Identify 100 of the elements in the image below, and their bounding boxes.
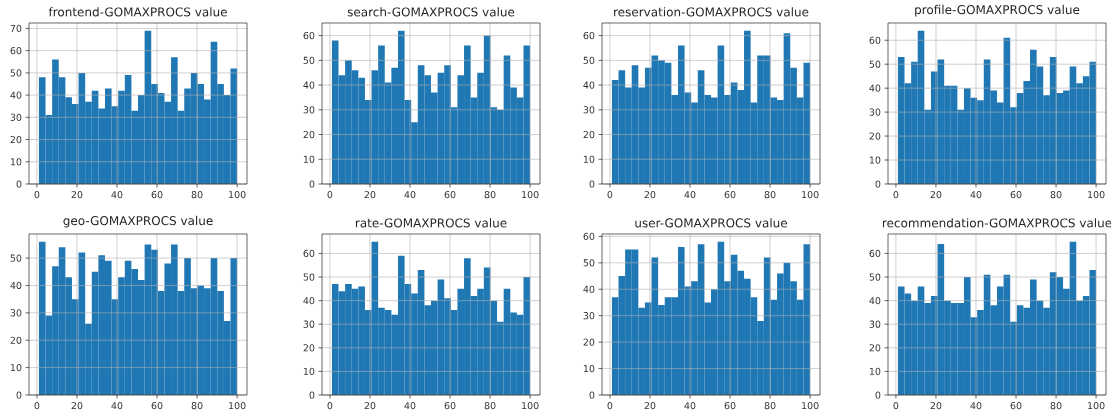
- y-tick-label: 40: [583, 285, 595, 293]
- y-tick-label: 40: [303, 297, 315, 305]
- x-tick-label: 40: [404, 402, 416, 410]
- x-tick-label: 60: [724, 402, 736, 410]
- x-tick-label: 80: [764, 191, 776, 199]
- x-tick-label: 40: [111, 191, 123, 199]
- x-tick-label: 20: [71, 191, 83, 199]
- y-tick-label: 20: [869, 344, 881, 352]
- x-tick-label: 20: [71, 402, 83, 410]
- chart-title: rate-GOMAXPROCS value: [355, 218, 507, 228]
- y-tick-label: 0: [589, 391, 595, 399]
- y-tick-label: 50: [10, 254, 22, 262]
- x-tick-label: 100: [1088, 191, 1105, 199]
- y-tick-label: 0: [16, 391, 22, 399]
- y-tick-label: 40: [583, 81, 595, 89]
- y-tick-label: 20: [10, 135, 22, 144]
- chart-title: search-GOMAXPROCS value: [347, 7, 515, 17]
- y-tick-label: 60: [869, 36, 881, 44]
- y-tick-label: 60: [583, 232, 595, 240]
- x-tick-label: 0: [327, 402, 333, 410]
- chart-title: profile-GOMAXPROCS value: [915, 4, 1080, 17]
- x-tick-label: 20: [364, 402, 376, 410]
- x-tick-label: 0: [893, 402, 899, 410]
- y-tick-label: 30: [869, 320, 881, 328]
- y-tick-label: 50: [10, 69, 22, 77]
- y-tick-label: 30: [10, 113, 22, 121]
- chart-title: frontend-GOMAXPROCS value: [48, 7, 227, 17]
- chart-title: geo-GOMAXPROCS value: [63, 215, 213, 228]
- x-tick-label: 40: [970, 402, 982, 410]
- y-tick-label: 40: [10, 91, 22, 99]
- y-tick-label: 40: [869, 297, 881, 305]
- x-tick-label: 100: [522, 402, 539, 410]
- y-tick-label: 20: [583, 130, 595, 139]
- y-tick-label: 50: [303, 273, 315, 281]
- x-tick-label: 100: [802, 402, 819, 410]
- x-tick-label: 0: [327, 191, 333, 199]
- x-tick-label: 20: [644, 402, 656, 410]
- x-tick-label: 0: [34, 191, 40, 199]
- x-tick-label: 40: [970, 191, 982, 199]
- x-tick-label: 40: [111, 402, 123, 410]
- y-tick-label: 0: [875, 180, 881, 188]
- x-tick-label: 40: [684, 402, 696, 410]
- chart-title: user-GOMAXPROCS value: [635, 218, 788, 228]
- x-tick-label: 60: [444, 402, 456, 410]
- y-tick-label: 10: [869, 156, 881, 164]
- x-tick-label: 80: [191, 402, 203, 410]
- x-tick-label: 80: [191, 191, 203, 199]
- y-tick-label: 60: [303, 249, 315, 258]
- y-tick-label: 60: [869, 249, 881, 258]
- x-tick-label: 80: [764, 402, 776, 410]
- y-tick-label: 70: [10, 24, 22, 33]
- y-tick-label: 0: [309, 391, 315, 399]
- x-tick-label: 80: [1050, 191, 1062, 199]
- y-tick-label: 10: [583, 364, 595, 373]
- x-tick-label: 80: [484, 191, 496, 199]
- y-tick-label: 10: [303, 367, 315, 375]
- y-tick-label: 50: [869, 273, 881, 281]
- x-tick-label: 0: [893, 191, 899, 199]
- x-tick-label: 80: [484, 402, 496, 410]
- y-tick-label: 50: [583, 259, 595, 267]
- y-tick-label: 40: [303, 81, 315, 89]
- x-tick-label: 100: [802, 191, 819, 199]
- y-tick-label: 30: [583, 312, 595, 320]
- y-tick-label: 50: [583, 56, 595, 64]
- x-tick-label: 20: [930, 191, 942, 199]
- x-tick-label: 60: [1010, 402, 1022, 410]
- y-tick-label: 40: [869, 84, 881, 92]
- y-tick-label: 20: [303, 130, 315, 139]
- y-tick-label: 50: [869, 60, 881, 68]
- x-tick-label: 40: [404, 191, 416, 199]
- y-tick-label: 50: [303, 56, 315, 64]
- chart-title: reservation-GOMAXPROCS value: [614, 7, 809, 17]
- y-tick-label: 30: [10, 309, 22, 317]
- y-tick-label: 10: [10, 364, 22, 372]
- x-tick-label: 40: [684, 191, 696, 199]
- y-tick-label: 10: [303, 155, 315, 163]
- y-tick-label: 20: [303, 344, 315, 352]
- x-tick-label: 80: [1050, 402, 1062, 410]
- x-tick-label: 60: [1010, 191, 1022, 199]
- x-tick-label: 100: [229, 402, 246, 410]
- y-tick-label: 40: [10, 281, 22, 290]
- y-tick-label: 0: [16, 180, 22, 188]
- x-tick-label: 100: [229, 191, 246, 199]
- y-tick-label: 20: [10, 336, 22, 344]
- x-tick-label: 60: [444, 191, 456, 199]
- x-tick-label: 0: [607, 191, 613, 199]
- x-tick-label: 0: [34, 402, 40, 410]
- y-tick-label: 30: [869, 108, 881, 116]
- y-tick-label: 30: [303, 106, 315, 114]
- y-tick-label: 10: [10, 158, 22, 166]
- x-tick-label: 20: [644, 191, 656, 199]
- y-tick-label: 0: [309, 180, 315, 188]
- x-tick-label: 20: [930, 402, 942, 410]
- y-tick-label: 60: [583, 32, 595, 40]
- y-tick-label: 20: [869, 132, 881, 140]
- x-tick-label: 100: [1088, 402, 1105, 410]
- y-tick-label: 10: [583, 155, 595, 163]
- x-tick-label: 20: [364, 191, 376, 199]
- x-tick-label: 60: [151, 402, 163, 410]
- chart-title: recommendation-GOMAXPROCS value: [882, 218, 1111, 228]
